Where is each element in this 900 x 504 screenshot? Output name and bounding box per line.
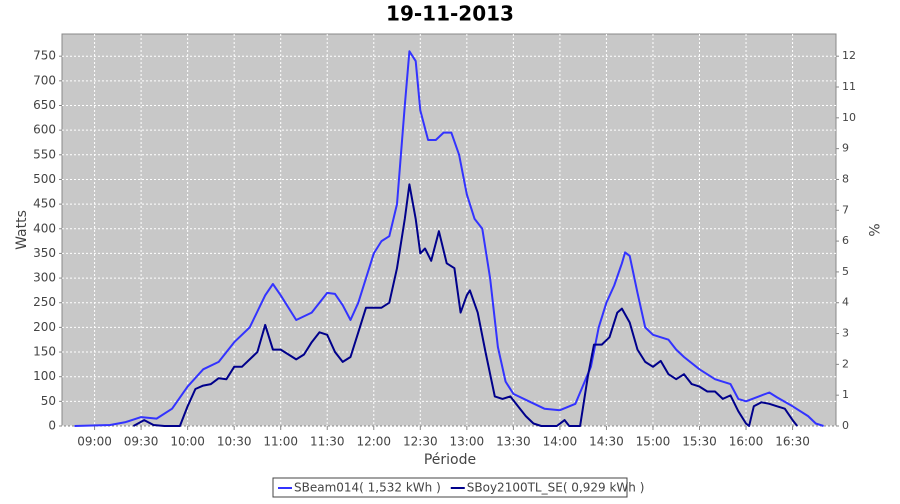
y2-tick-label: 1 xyxy=(842,388,849,401)
y-tick-label: 650 xyxy=(33,98,56,112)
y2-tick-label: 11 xyxy=(842,80,856,93)
x-tick-label: 15:00 xyxy=(636,435,671,449)
y2-tick-label: 10 xyxy=(842,111,856,124)
x-axis-label: Période xyxy=(424,452,476,468)
y-tick-label: 600 xyxy=(33,123,56,137)
x-tick-label: 09:00 xyxy=(77,435,112,449)
y-tick-label: 200 xyxy=(33,320,56,334)
y2-tick-label: 12 xyxy=(842,49,856,62)
y-tick-label: 700 xyxy=(33,73,56,87)
series-line xyxy=(132,183,798,427)
x-tick-label: 12:30 xyxy=(403,435,438,449)
legend-label: SBeam014( 1,532 kWh ) xyxy=(294,481,441,495)
series-line xyxy=(74,50,824,427)
y-tick-label: 0 xyxy=(48,419,56,433)
x-tick-label: 13:30 xyxy=(496,435,531,449)
chart-title: 19-11-2013 xyxy=(386,2,514,26)
x-tick-label: 10:30 xyxy=(217,435,252,449)
x-tick-label: 12:00 xyxy=(356,435,391,449)
y2-axis-label: % xyxy=(865,223,881,236)
y-tick-label: 350 xyxy=(33,246,56,260)
legend-label: SBoy2100TL_SE( 0,929 kWh ) xyxy=(467,481,645,495)
y-tick-label: 50 xyxy=(41,394,56,408)
y-tick-label: 750 xyxy=(33,49,56,63)
y2-tick-label: 2 xyxy=(842,357,849,370)
plot-area xyxy=(61,33,837,427)
y2-tick-label: 7 xyxy=(842,203,849,216)
y-axis-label: Watts xyxy=(14,210,30,250)
y-tick-label: 450 xyxy=(33,197,56,211)
y2-tick-label: 8 xyxy=(842,172,849,185)
x-tick-label: 11:30 xyxy=(310,435,345,449)
x-tick-label: 15:30 xyxy=(682,435,717,449)
y2-tick-label: 4 xyxy=(842,296,849,309)
x-tick-label: 14:30 xyxy=(589,435,624,449)
x-tick-label: 16:30 xyxy=(775,435,810,449)
legend xyxy=(272,477,628,498)
x-tick-label: 16:00 xyxy=(729,435,764,449)
y-tick-label: 100 xyxy=(33,369,56,383)
y-tick-label: 500 xyxy=(33,172,56,186)
x-tick-label: 09:30 xyxy=(124,435,159,449)
x-tick-label: 14:00 xyxy=(543,435,578,449)
y-tick-label: 550 xyxy=(33,147,56,161)
x-tick-label: 10:00 xyxy=(170,435,205,449)
y-tick-label: 150 xyxy=(33,345,56,359)
y2-tick-label: 5 xyxy=(842,265,849,278)
x-tick-label: 13:00 xyxy=(450,435,485,449)
x-tick-label: 11:00 xyxy=(263,435,298,449)
y2-tick-label: 9 xyxy=(842,142,849,155)
y2-tick-label: 3 xyxy=(842,327,849,340)
y-tick-label: 250 xyxy=(33,295,56,309)
y2-tick-label: 0 xyxy=(842,419,849,432)
y-tick-label: 400 xyxy=(33,221,56,235)
y2-tick-label: 6 xyxy=(842,234,849,247)
y-tick-label: 300 xyxy=(33,271,56,285)
